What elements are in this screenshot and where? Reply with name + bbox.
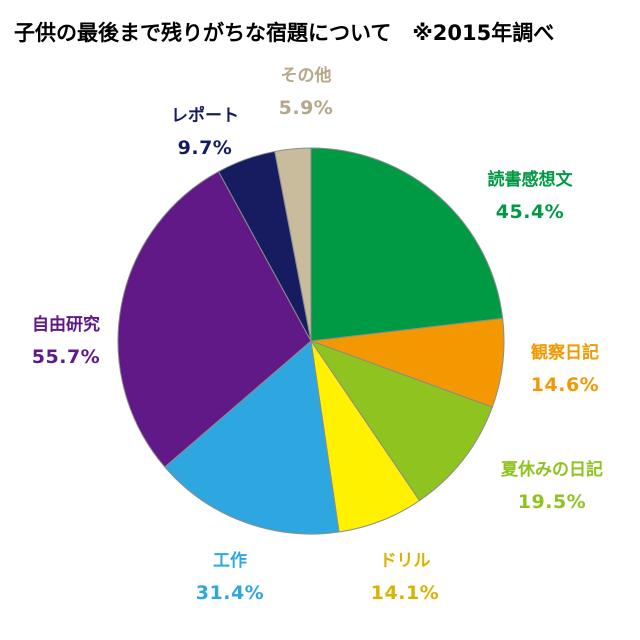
pie-slice-8: [274, 147, 312, 342]
slice-percent-label-2: 14.6%: [531, 374, 599, 396]
pie-slice-6: [117, 170, 312, 468]
slice-labels: 読書感想文 45.4% 観察日記 14.6% 夏休みの日記 19.5% ドリル 14.1% 工作…: [32, 65, 603, 604]
pie-slice-5: [164, 340, 340, 535]
slice-percent-label-3: 19.5%: [518, 491, 586, 513]
pie-slices: [117, 147, 505, 535]
pie-slice-1: [310, 147, 504, 342]
slice-label-3: 夏休みの日記: [501, 459, 603, 480]
slice-label-1: 読書感想文: [488, 169, 574, 190]
slice-label-5: 工作: [213, 550, 247, 571]
slice-percent-label-8: 5.9%: [279, 97, 334, 119]
slice-percent-label-1: 45.4%: [496, 201, 564, 223]
slice-percent-label-5: 31.4%: [196, 582, 264, 604]
slice-percent-label-7: 9.7%: [178, 137, 233, 159]
slice-label-4: ドリル: [380, 551, 431, 571]
chart-title: 子供の最後まで残りがちな宿題について ※2015年調べ: [14, 21, 554, 45]
slice-label-8: その他: [281, 65, 332, 86]
slice-label-7: レポート: [171, 105, 239, 126]
slice-percent-label-4: 14.1%: [371, 582, 439, 604]
pie-slice-3: [309, 339, 493, 502]
slice-label-6: 自由研究: [32, 314, 100, 335]
slice-percent-label-6: 55.7%: [32, 346, 100, 368]
slice-label-2: 観察日記: [531, 342, 599, 363]
